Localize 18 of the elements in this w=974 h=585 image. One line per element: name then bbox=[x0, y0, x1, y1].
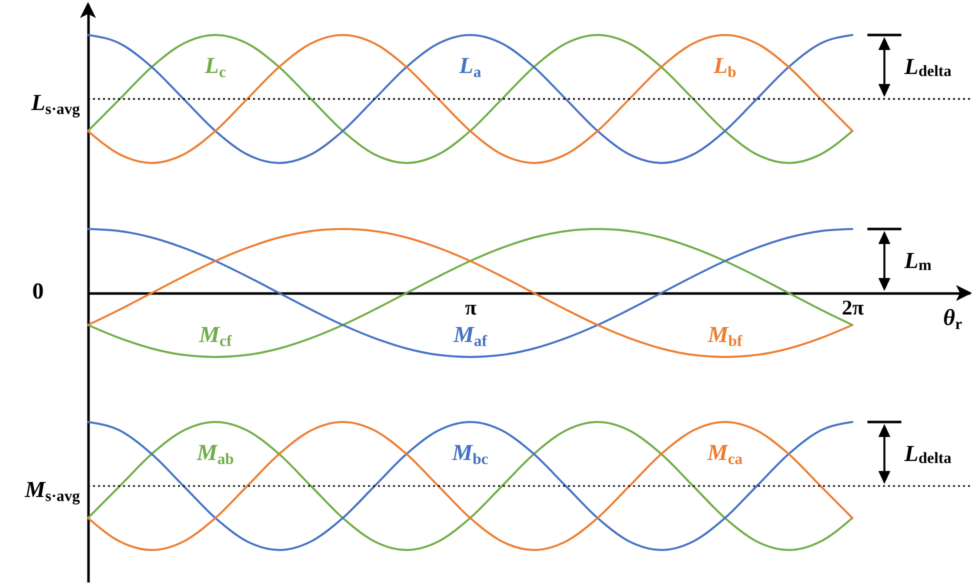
series-label: M$_{bc}$ bbox=[451, 440, 488, 468]
series-label: L$_{b}$ bbox=[712, 52, 737, 80]
ref-line-label: L$_{s·avg}$ bbox=[30, 90, 80, 118]
series-label: M$_{ca}$ bbox=[706, 440, 743, 468]
series-label: M$_{cf}$ bbox=[198, 322, 232, 350]
series-label: M$_{bf}$ bbox=[706, 322, 743, 350]
annotation: L$_{delta}$ bbox=[903, 441, 952, 468]
series-label: L$_{a}$ bbox=[458, 52, 482, 80]
series-label: M$_{af}$ bbox=[452, 322, 488, 350]
annotation: L$_{delta}$ bbox=[903, 54, 952, 80]
x-tick-label: 2π bbox=[842, 296, 864, 320]
text: 0 bbox=[32, 278, 44, 304]
annotation: L$_{m}$ bbox=[903, 248, 932, 274]
x-tick-label: π bbox=[464, 296, 477, 320]
series-label: L$_{c}$ bbox=[204, 52, 226, 80]
series-label: M$_{ab}$ bbox=[196, 440, 234, 468]
ref-line-label: M$_{s·avg}$ bbox=[24, 477, 80, 505]
x-axis-title: θ$_{r}$ bbox=[943, 305, 962, 333]
